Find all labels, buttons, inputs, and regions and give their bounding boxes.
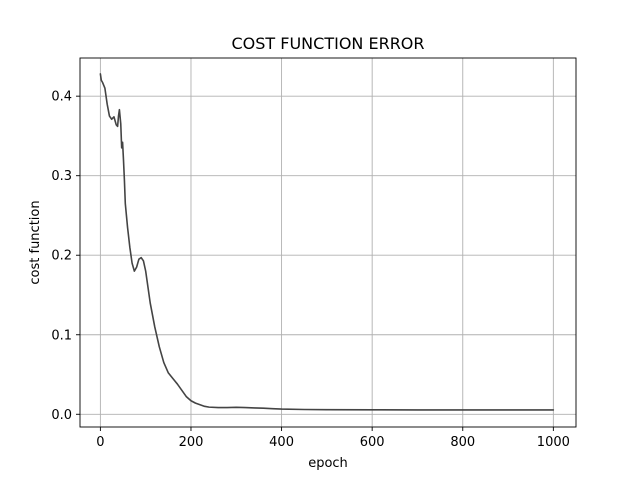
axis-ticks: 0 200 400 600 800 1000 0.0 0.1 0.2 0.3 0.4 <box>51 90 570 450</box>
x-tick-label: 800 <box>450 435 475 450</box>
plot-area-frame <box>79 57 577 428</box>
y-tick-label: 0.3 <box>51 169 72 184</box>
x-tick-label: 400 <box>269 435 294 450</box>
x-tick-label: 0 <box>96 435 104 450</box>
chart-title: COST FUNCTION ERROR <box>231 34 424 53</box>
y-axis-label: cost function <box>28 200 43 284</box>
y-tick-label: 0.1 <box>51 328 72 343</box>
y-tick-label: 0.4 <box>51 90 72 105</box>
x-tick-label: 200 <box>179 435 204 450</box>
series-line-group <box>99 73 555 411</box>
grid <box>80 58 576 427</box>
y-tick-label: 0.2 <box>51 249 72 264</box>
cost-function-line <box>99 73 555 411</box>
x-tick-label: 600 <box>360 435 385 450</box>
y-tick-label: 0.0 <box>51 408 72 423</box>
x-axis-label: epoch <box>308 456 348 471</box>
x-tick-label: 1000 <box>537 435 570 450</box>
